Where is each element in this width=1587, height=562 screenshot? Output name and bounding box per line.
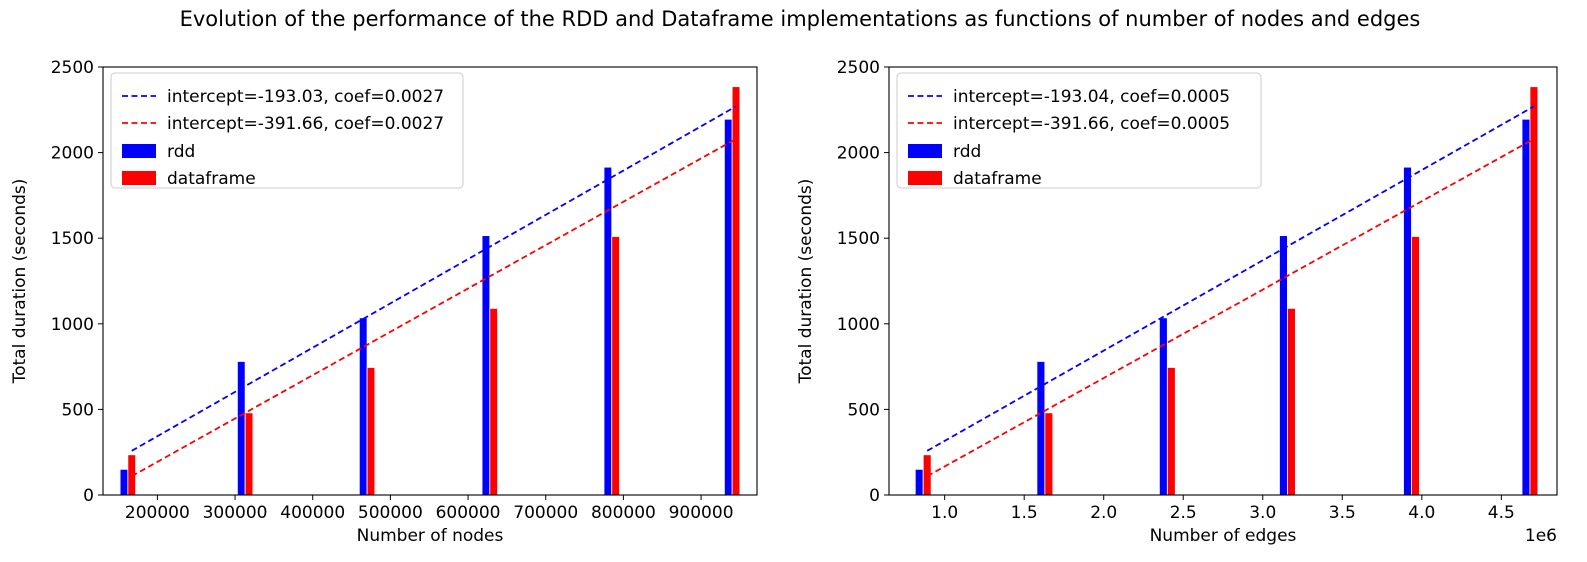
nodes-legend-label-dataframe: dataframe: [167, 169, 256, 189]
nodes-bar-rdd-0: [119, 468, 129, 496]
nodes-bar-rdd-1: [236, 361, 246, 496]
edges-bar-dataframe-2: [1166, 367, 1176, 496]
edges-fit-line-1: [926, 138, 1535, 477]
edges-x-tick-label-4: 3.0: [1249, 503, 1276, 523]
nodes-y-tick-label-5: 2500: [51, 58, 94, 78]
nodes-legend-box: [110, 72, 464, 189]
nodes-x-tick-label-3: 500000: [358, 503, 423, 523]
edges-x-tick-label-0: 1.0: [931, 503, 958, 523]
nodes-bar-rdd-2: [358, 317, 368, 496]
edges-x-tick-label-2: 2.0: [1090, 503, 1117, 523]
nodes-bar-rdd-4: [603, 166, 613, 496]
nodes-bar-rdd-3: [481, 235, 491, 496]
edges-y-axis-label: Total duration (seconds): [796, 179, 816, 385]
nodes-x-tick-label-4: 600000: [436, 503, 501, 523]
nodes-x-tick-label-0: 200000: [125, 503, 190, 523]
nodes-legend-label-fit-0: intercept=-193.03, coef=0.0027: [167, 87, 444, 107]
edges-legend: intercept=-193.04, coef=0.0005 intercept=…: [896, 72, 1262, 189]
edges-legend-box: [896, 72, 1262, 189]
figure-title: Evolution of the performance of the RDD …: [180, 7, 1421, 31]
nodes-y-tick-label-2: 1000: [51, 315, 94, 335]
edges-y-tick-label-0: 0: [869, 486, 880, 506]
edges-axes-frame: [888, 66, 1558, 496]
edges-bar-rdd-4: [1403, 166, 1412, 496]
edges-x-tick-label-6: 4.0: [1408, 503, 1435, 523]
edges-bar-dataframe-4: [1411, 236, 1420, 496]
nodes-bar-dataframe-4: [611, 236, 620, 496]
edges-bar-dataframe-1: [1044, 412, 1054, 496]
edges-x-tick-label-1: 1.5: [1011, 503, 1038, 523]
nodes-legend-label-rdd: rdd: [167, 142, 195, 162]
edges-bar-dataframe-5: [1529, 86, 1539, 496]
nodes-legend: intercept=-193.03, coef=0.0027 intercept=…: [110, 72, 464, 189]
edges-x-tick-label-5: 3.5: [1329, 503, 1356, 523]
edges-y-tick-label-5: 2500: [837, 58, 880, 78]
nodes-x-tick-label-5: 700000: [513, 503, 578, 523]
nodes-bar-dataframe-1: [244, 412, 254, 496]
nodes-bar-dataframe-2: [366, 367, 376, 496]
nodes-legend-label-fit-1: intercept=-391.66, coef=0.0027: [167, 114, 444, 134]
nodes-axes-frame: [102, 66, 758, 496]
edges-x-offset-label: 1e6: [1525, 526, 1557, 546]
edges-y-tick-label-3: 1500: [837, 229, 880, 249]
nodes-x-tick-label-7: 900000: [669, 503, 734, 523]
nodes-y-axis-label: Total duration (seconds): [10, 179, 30, 385]
edges-x-tick-label-3: 2.5: [1170, 503, 1197, 523]
edges-chart: 1.0 1.5 2.0 2.5 3.0 3.5 4.0 4.5 0 500 1000 1500 2000…: [796, 58, 1558, 546]
edges-bar-rdd-1: [1036, 361, 1046, 496]
nodes-bar-dataframe-5: [731, 86, 741, 496]
edges-y-tick-label-4: 2000: [837, 144, 880, 164]
edges-fit-line-0: [926, 105, 1535, 452]
edges-x-tick-label-7: 4.5: [1488, 503, 1515, 523]
nodes-y-tick-label-3: 1500: [51, 229, 94, 249]
nodes-y-tick-label-1: 500: [62, 400, 94, 420]
edges-legend-swatch-rdd: [908, 144, 942, 158]
nodes-y-tick-label-0: 0: [83, 486, 94, 506]
edges-y-tick-label-1: 500: [848, 400, 880, 420]
edges-legend-label-fit-1: intercept=-391.66, coef=0.0005: [953, 114, 1230, 134]
nodes-x-tick-label-1: 300000: [203, 503, 268, 523]
edges-legend-label-fit-0: intercept=-193.04, coef=0.0005: [953, 87, 1230, 107]
nodes-fit-line-1: [131, 138, 737, 477]
edges-legend-label-dataframe: dataframe: [953, 169, 1042, 189]
edges-legend-swatch-dataframe: [908, 171, 942, 185]
edges-x-axis-label: Number of edges: [1150, 526, 1297, 546]
edges-y-tick-label-2: 1000: [837, 315, 880, 335]
nodes-bar-dataframe-3: [489, 307, 498, 496]
nodes-chart: 200000 300000 400000 500000 600000 700000 8000…: [10, 58, 758, 546]
nodes-x-tick-label-2: 400000: [280, 503, 345, 523]
edges-bar-dataframe-3: [1287, 307, 1296, 496]
nodes-x-axis-label: Number of nodes: [357, 526, 504, 546]
edges-legend-label-rdd: rdd: [953, 142, 981, 162]
nodes-legend-swatch-rdd: [122, 144, 156, 158]
nodes-legend-swatch-dataframe: [122, 171, 156, 185]
nodes-x-tick-label-6: 800000: [591, 503, 656, 523]
edges-bar-rdd-5: [1521, 118, 1531, 496]
nodes-y-tick-label-4: 2000: [51, 144, 94, 164]
nodes-fit-line-0: [131, 105, 737, 452]
nodes-bar-rdd-5: [723, 118, 733, 496]
edges-bar-rdd-3: [1279, 235, 1288, 496]
edges-bar-rdd-0: [914, 468, 924, 496]
